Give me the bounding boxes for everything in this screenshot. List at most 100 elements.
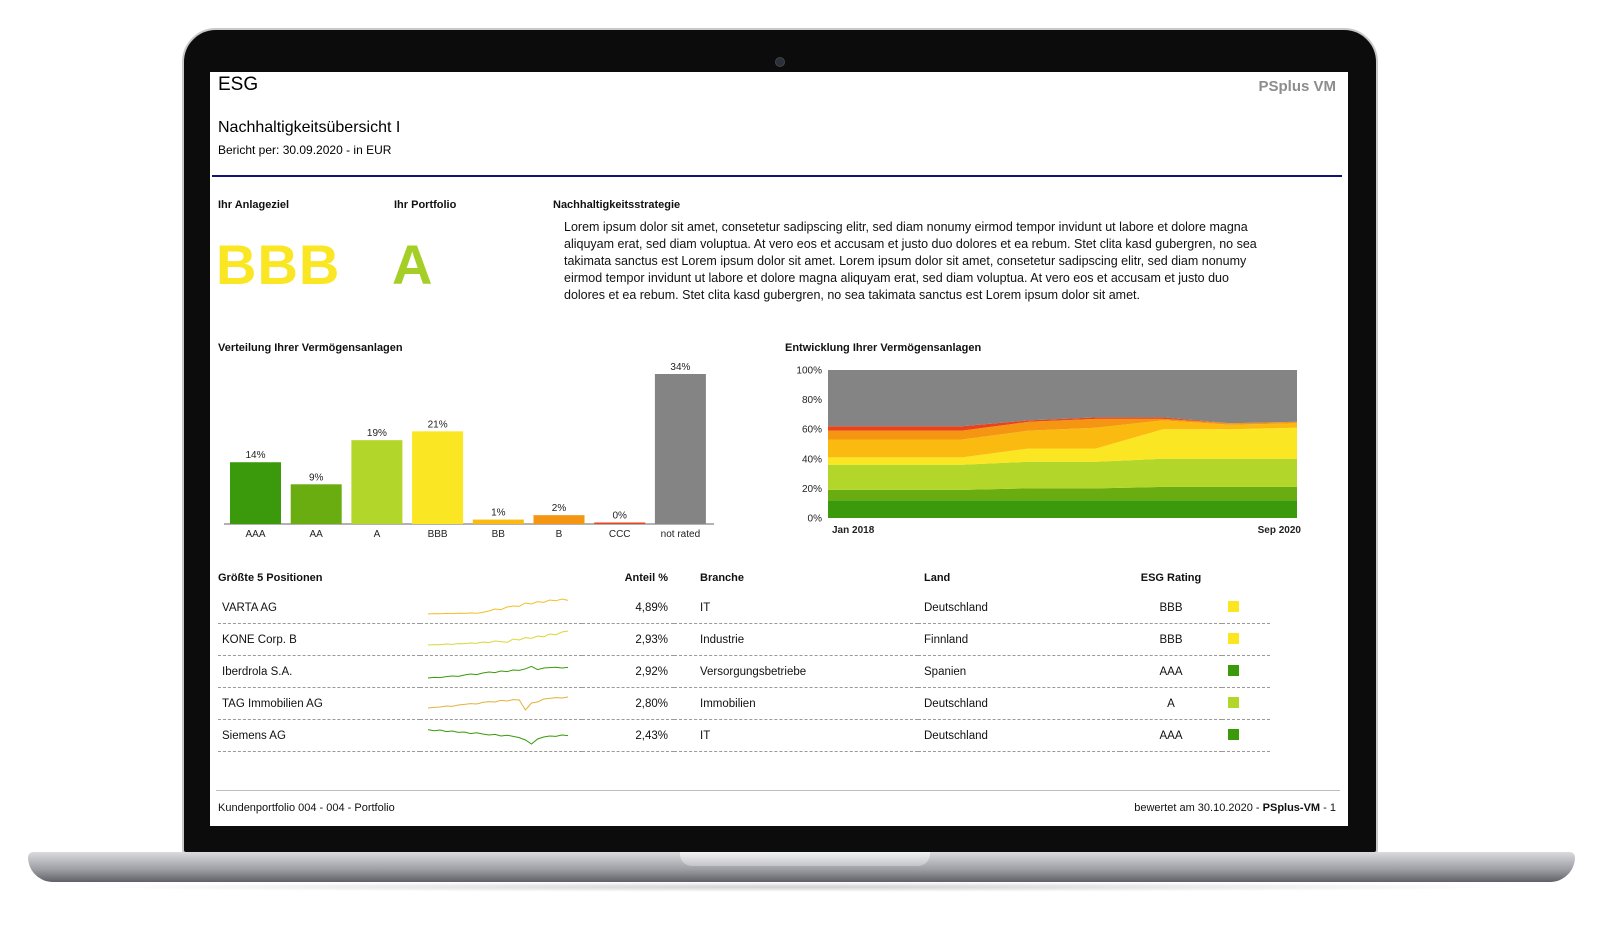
position-rating: BBB <box>1120 623 1222 656</box>
table-header-row: Größte 5 Positionen Anteil % Branche Lan… <box>218 572 1270 592</box>
sparkline-chart <box>427 665 569 678</box>
y-tick-label: 40% <box>802 454 822 465</box>
bar-data-label: 9% <box>309 472 324 483</box>
bar-category-label: AAA <box>245 529 265 540</box>
y-tick-label: 0% <box>808 514 823 525</box>
position-country: Deutschland <box>918 687 1120 720</box>
position-rating: AAA <box>1120 719 1222 752</box>
sparkline-line <box>427 728 569 745</box>
title-divider <box>212 175 1342 177</box>
bar-data-label: 21% <box>428 419 448 430</box>
area-chart-title: Entwicklung Ihrer Vermögensanlagen <box>785 342 982 354</box>
portfolio-label: Ihr Portfolio <box>394 199 457 211</box>
rating-color-column-header <box>1222 572 1270 592</box>
position-trend <box>420 655 582 688</box>
bar-data-label: 2% <box>552 503 567 514</box>
position-rating: A <box>1120 687 1222 720</box>
table-row: Iberdrola S.A. 2,92% Versorgungsbetriebe Sp… <box>218 655 1270 688</box>
position-share: 2,92% <box>582 655 674 688</box>
bar-data-label: 0% <box>612 511 627 522</box>
bar-data-label: 1% <box>491 508 506 519</box>
bar-bb <box>472 519 524 524</box>
bar-data-label: 19% <box>367 428 387 439</box>
bar-category-label: AA <box>310 529 324 540</box>
top-positions-table: Größte 5 Positionen Anteil % Branche Lan… <box>218 572 1270 752</box>
bar-data-label: 34% <box>670 362 690 373</box>
rating-column-header: ESG Rating <box>1140 572 1202 584</box>
bar-data-label: 14% <box>245 450 265 461</box>
position-branch: Versorgungsbetriebe <box>674 655 918 688</box>
trend-column-header <box>420 572 582 592</box>
position-name: KONE Corp. B <box>218 623 420 656</box>
y-tick-label: 100% <box>796 366 822 377</box>
rating-color-swatch <box>1228 728 1239 740</box>
bar-bbb <box>412 431 464 524</box>
position-rating: BBB <box>1120 592 1222 624</box>
position-trend <box>420 623 582 656</box>
bar-chart: 14% AAA 9% AA 19% A 21% BBB 1% BB 2% B 0% CCC 34% not r… <box>224 362 714 540</box>
area-chart: 0% 20% 40% 60% 80% 100% Jan 2018 Sep 2020 <box>796 366 1302 537</box>
position-share: 2,43% <box>582 719 674 752</box>
bar-category-label: BB <box>492 529 506 540</box>
position-rating-color <box>1222 655 1270 688</box>
position-share: 4,89% <box>582 592 674 624</box>
y-tick-label: 60% <box>802 425 822 436</box>
position-country: Finnland <box>918 623 1120 656</box>
position-name: TAG Immobilien AG <box>218 687 420 720</box>
area-band-3 <box>828 458 1297 490</box>
footer-portfolio: Kundenportfolio 004 - 004 - Portfolio <box>218 802 395 814</box>
positions-body: VARTA AG 4,89% IT Deutschland BBB KONE Corp. … <box>218 592 1270 752</box>
sparkline-line <box>427 696 569 711</box>
position-rating: AAA <box>1120 655 1222 688</box>
camera-icon <box>775 57 785 67</box>
table-row: VARTA AG 4,89% IT Deutschland BBB <box>218 592 1270 624</box>
x-tick-label: Jan 2018 <box>832 525 875 536</box>
bar-aa <box>290 484 342 524</box>
position-rating-color <box>1222 719 1270 752</box>
rating-color-swatch <box>1228 632 1239 644</box>
area-band-1 <box>828 500 1297 518</box>
area-band-7 <box>828 417 1297 431</box>
bar-category-label: BBB <box>428 529 448 540</box>
sparkline-line <box>427 630 569 645</box>
bar-category-label: not rated <box>661 529 700 540</box>
sparkline-chart <box>427 630 569 645</box>
position-name: Iberdrola S.A. <box>218 655 420 688</box>
strategy-text: Lorem ipsum dolor sit amet, consetetur s… <box>564 220 1257 302</box>
footer-valuation: bewertet am 30.10.2020 - PSplus-VM - 1 <box>1134 802 1336 814</box>
rating-color-swatch <box>1228 600 1239 612</box>
sparkline-chart <box>427 696 569 711</box>
bar-ccc <box>594 522 646 524</box>
bar-aaa <box>230 462 281 524</box>
bar-b <box>533 515 585 524</box>
position-share: 2,80% <box>582 687 674 720</box>
target-label: Ihr Anlageziel <box>218 199 290 211</box>
bar-a <box>351 440 403 524</box>
laptop-shadow <box>70 882 1530 892</box>
country-column-header: Land <box>924 572 951 584</box>
position-name: Siemens AG <box>218 719 420 752</box>
sparkline-chart <box>427 728 569 745</box>
bar-category-label: CCC <box>609 529 631 540</box>
bar-category-label: A <box>374 529 381 540</box>
area-band-8 <box>828 370 1297 427</box>
position-trend <box>420 592 582 624</box>
target-rating: BBB <box>216 233 341 296</box>
position-branch: IT <box>674 592 918 624</box>
position-country: Deutschland <box>918 719 1120 752</box>
strategy-label: Nachhaltigkeitsstrategie <box>553 199 681 211</box>
position-country: Spanien <box>918 655 1120 688</box>
positions-title: Größte 5 Positionen <box>218 572 323 584</box>
share-column-header: Anteil % <box>624 572 668 584</box>
area-band-2 <box>828 486 1297 501</box>
position-rating-color <box>1222 623 1270 656</box>
rating-color-swatch <box>1228 664 1239 676</box>
report-date: Bericht per: 30.09.2020 - in EUR <box>218 143 392 157</box>
x-tick-label: Sep 2020 <box>1258 525 1302 536</box>
page-title: Nachhaltigkeitsübersicht I <box>218 119 401 136</box>
table-row: KONE Corp. B 2,93% Industrie Finnland BBB <box>218 623 1270 656</box>
area-band-5 <box>828 420 1297 458</box>
position-trend <box>420 687 582 720</box>
table-row: Siemens AG 2,43% IT Deutschland AAA <box>218 719 1270 752</box>
bar-category-label: B <box>556 529 563 540</box>
